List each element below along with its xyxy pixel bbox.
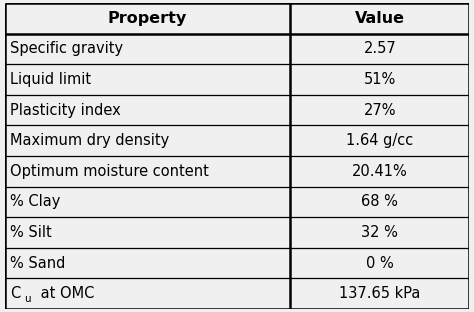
Text: Liquid limit: Liquid limit <box>10 72 91 87</box>
Text: 0 %: 0 % <box>366 256 394 271</box>
Text: Maximum dry density: Maximum dry density <box>10 133 170 148</box>
Text: Optimum moisture content: Optimum moisture content <box>10 164 209 179</box>
Text: u: u <box>24 294 31 304</box>
Text: 1.64 g/cc: 1.64 g/cc <box>346 133 413 148</box>
Text: 137.65 kPa: 137.65 kPa <box>339 286 420 301</box>
Text: % Sand: % Sand <box>10 256 66 271</box>
Text: Plasticity index: Plasticity index <box>10 103 121 118</box>
Text: at OMC: at OMC <box>36 286 94 301</box>
Text: 51%: 51% <box>364 72 396 87</box>
Text: 32 %: 32 % <box>361 225 398 240</box>
Text: 2.57: 2.57 <box>364 41 396 56</box>
Text: 27%: 27% <box>364 103 396 118</box>
Text: C: C <box>10 286 20 301</box>
Text: Specific gravity: Specific gravity <box>10 41 123 56</box>
Text: 68 %: 68 % <box>361 194 398 209</box>
Text: 20.41%: 20.41% <box>352 164 408 179</box>
Text: Value: Value <box>355 11 405 26</box>
Text: Property: Property <box>108 11 187 26</box>
Text: % Silt: % Silt <box>10 225 52 240</box>
Text: % Clay: % Clay <box>10 194 61 209</box>
